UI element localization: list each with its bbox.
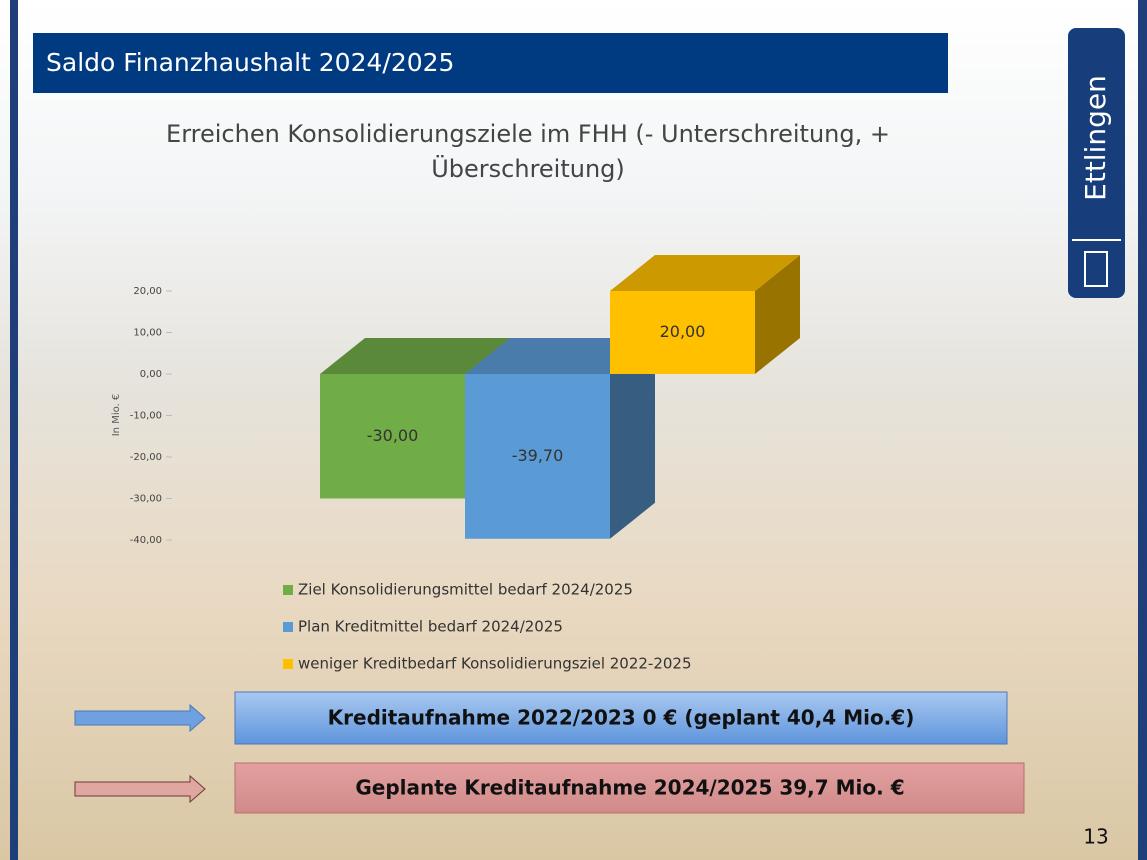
plot: 20,00 10,00 0,00 -10,00 -20,00 -30,00 -40,00 -3… [130, 255, 800, 673]
info-box [234, 691, 1008, 745]
left-border [10, 0, 18, 860]
bar [465, 374, 610, 539]
chart-title: Erreichen Konsolidierungsziele im FHH (-… [166, 120, 890, 148]
y-tick-label: 0,00 [140, 369, 162, 380]
bar-top [465, 338, 655, 374]
right-border [1138, 0, 1147, 860]
info-text: Kreditaufnahme 2022/2023 0 € (geplant 40… [328, 706, 915, 730]
bar-top [320, 338, 510, 374]
heading: Saldo Finanzhaushalt 2024/2025 [46, 48, 454, 77]
legend-label: weniger Kreditbedarf Konsolidierungsziel… [298, 655, 692, 673]
y-tick-label: 10,00 [133, 328, 162, 339]
y-tick-label: -10,00 [130, 411, 162, 422]
data-label: -39,70 [512, 446, 564, 465]
logo-text: Ettlingen [1079, 75, 1112, 201]
heading-bar [33, 33, 948, 93]
y-tick-label: 20,00 [133, 286, 162, 297]
bar [320, 374, 465, 499]
y-tick-label: -40,00 [130, 535, 162, 546]
bar [610, 291, 755, 374]
y-tick-label: -20,00 [130, 452, 162, 463]
info-box [234, 762, 1025, 814]
data-label: -30,00 [367, 426, 419, 445]
chart-title: Überschreitung) [431, 154, 625, 183]
legend-swatch [283, 622, 293, 632]
logo-box [1068, 28, 1125, 298]
arrow [74, 774, 206, 804]
y-tick-label: -30,00 [130, 494, 162, 505]
legend-swatch [283, 585, 293, 595]
bar-side [610, 338, 655, 539]
legend-label: Plan Kreditmittel bedarf 2024/2025 [298, 618, 563, 636]
legend-swatch [283, 659, 293, 669]
legend-label: Ziel Konsolidierungsmittel bedarf 2024/2… [298, 581, 633, 599]
arrow [74, 703, 206, 733]
bar-side [755, 255, 800, 374]
info-text: Geplante Kreditaufnahme 2024/2025 39,7 M… [355, 776, 904, 800]
page-number: 13 [1083, 825, 1108, 849]
data-label: 20,00 [660, 322, 706, 341]
y-axis-label: In Mio. € [111, 394, 122, 437]
bar-top [610, 255, 800, 291]
logo-icon [1084, 251, 1108, 287]
